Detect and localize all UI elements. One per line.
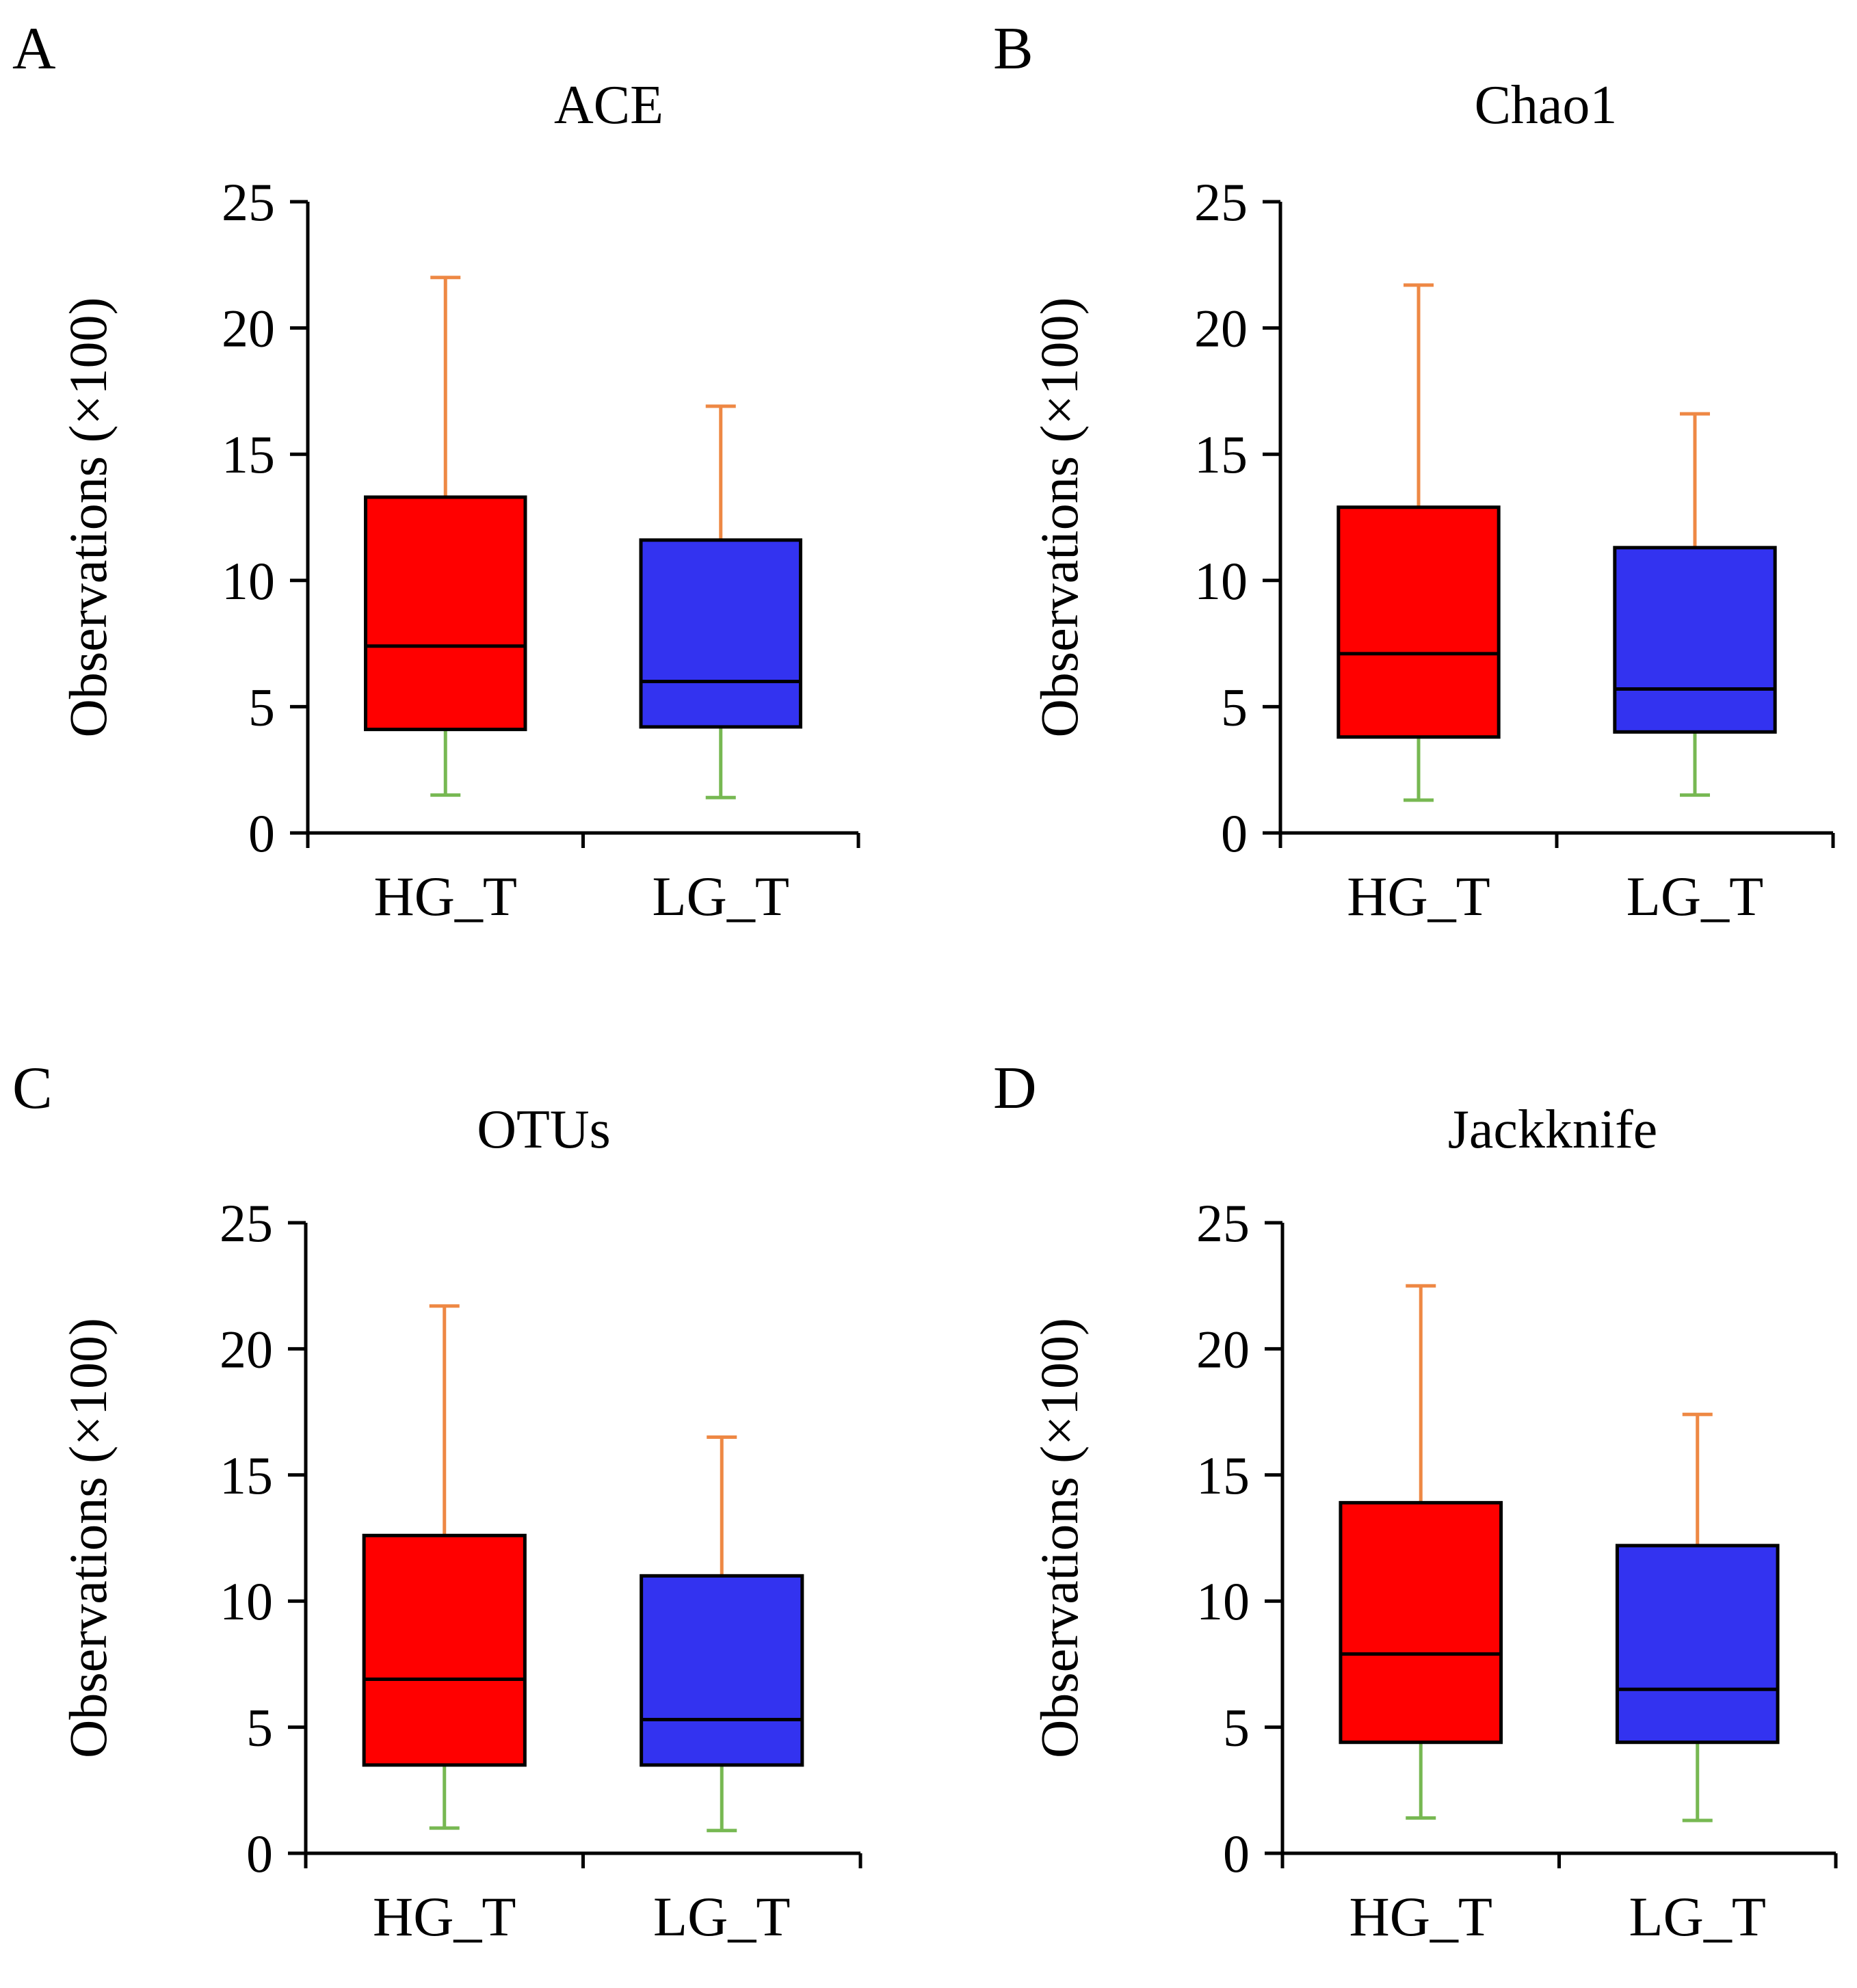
y-tick-label: 5 [1221,677,1248,737]
x-category-label: LG_T [653,1885,790,1948]
box-iqr [1339,1500,1503,1745]
y-tick-label: 10 [1196,1572,1250,1631]
x-category-label: HG_T [1347,865,1490,927]
box-hg-t [364,276,527,797]
y-tick-label: 0 [248,804,275,863]
chart-panel-a: A ACE 0 5 10 15 20 25 Observations (×100) HG_T LG_… [12,16,860,927]
y-tick-label: 10 [222,551,275,611]
chart-title: Chao1 [1475,75,1618,135]
box-iqr [1336,505,1501,739]
box-lg-t [640,1435,804,1833]
chart-title: ACE [554,75,663,135]
y-tick-label: 20 [220,1319,273,1379]
x-category-label: HG_T [373,1885,516,1948]
y-tick-label: 0 [1221,804,1248,863]
y-tick-label: 25 [1194,172,1248,232]
y-tick-label: 20 [1194,299,1248,358]
y-tick-label: 10 [220,1572,273,1631]
y-axis-label: Observations (×100) [58,1318,118,1758]
box-iqr [1615,1543,1780,1745]
y-tick-label: 20 [222,299,275,358]
y-tick-label: 10 [1194,551,1248,611]
box-iqr [640,1574,804,1767]
chart-title: OTUs [477,1100,611,1160]
x-category-label: LG_T [1626,865,1763,927]
panel-letter: A [12,16,56,82]
y-tick-label: 15 [1194,425,1248,484]
x-category-label: LG_T [653,865,789,927]
y-tick-label: 25 [220,1193,273,1253]
y-axis-label: Observations (×100) [58,297,118,737]
chart-panel-b: B Chao1 0 5 10 15 20 25 Observations (×100) HG_T L… [993,16,1835,927]
panel-letter: B [993,16,1033,82]
x-category-label: HG_T [1349,1885,1492,1948]
y-tick-label: 25 [222,172,275,232]
box-hg-t [1336,283,1501,802]
x-category-label: LG_T [1629,1885,1766,1948]
box-hg-t [362,1304,527,1830]
y-tick-label: 5 [248,677,275,737]
y-tick-label: 0 [246,1824,273,1883]
y-axis-label: Observations (×100) [1029,1318,1089,1758]
chart-panel-d: D Jackknife 0 5 10 15 20 25 Observations (×100) H… [993,1055,1838,1948]
box-lg-t [1615,1412,1780,1823]
box-iqr [362,1533,527,1767]
box-iqr [1613,546,1777,734]
panel-letter: D [993,1055,1037,1122]
chart-panel-c: C OTUs 0 5 10 15 20 25 Observations (×100) HG_T LG… [12,1055,862,1948]
y-tick-label: 5 [246,1698,273,1758]
box-lg-t [639,404,802,799]
y-tick-label: 25 [1196,1193,1250,1253]
y-tick-label: 15 [222,425,275,484]
y-tick-label: 0 [1223,1824,1250,1883]
y-tick-label: 15 [1196,1446,1250,1505]
y-tick-label: 20 [1196,1319,1250,1379]
y-tick-label: 15 [220,1446,273,1505]
y-tick-label: 5 [1223,1698,1250,1758]
box-iqr [639,538,802,729]
panel-letter: C [12,1055,53,1122]
y-axis-label: Observations (×100) [1029,297,1089,737]
x-category-label: HG_T [373,865,517,927]
chart-title: Jackknife [1448,1100,1658,1160]
box-iqr [364,495,527,732]
box-hg-t [1339,1284,1503,1820]
box-lg-t [1613,412,1777,797]
